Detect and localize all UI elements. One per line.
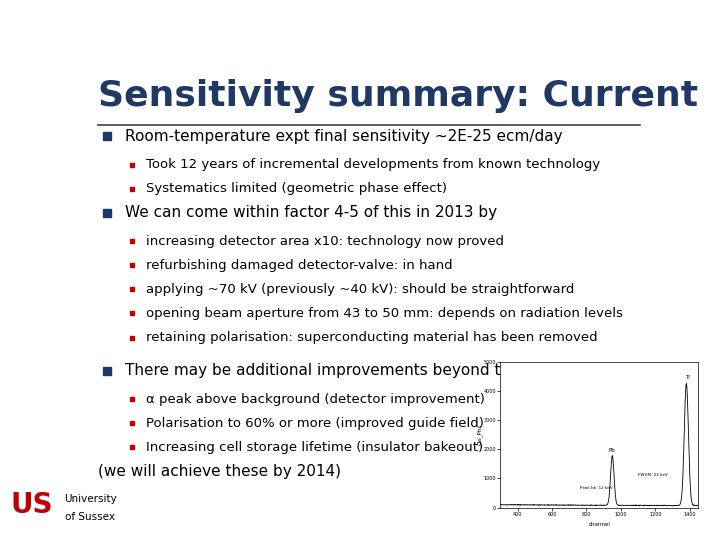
Text: Systematics limited (geometric phase effect): Systematics limited (geometric phase eff… (145, 182, 447, 195)
X-axis label: channel: channel (588, 522, 611, 528)
Text: retaining polarisation: superconducting material has been removed: retaining polarisation: superconducting … (145, 331, 598, 344)
Text: Peak bk: 12 keV: Peak bk: 12 keV (580, 485, 612, 490)
Text: increasing detector area x10: technology now proved: increasing detector area x10: technology… (145, 234, 504, 248)
Text: Increasing cell storage lifetime (insulator bakeout): Increasing cell storage lifetime (insula… (145, 441, 483, 454)
Text: α peak above background (detector improvement): α peak above background (detector improv… (145, 393, 485, 406)
Y-axis label: Cts_Phs: Cts_Phs (477, 424, 482, 446)
Text: FWHM: 22 keV: FWHM: 22 keV (638, 472, 668, 476)
Text: (we will achieve these by 2014): (we will achieve these by 2014) (98, 464, 341, 479)
Text: We can come within factor 4-5 of this in 2013 by: We can come within factor 4-5 of this in… (125, 205, 497, 220)
Text: There may be additional improvements beyond this: There may be additional improvements bey… (125, 363, 522, 379)
Text: Tl: Tl (685, 375, 690, 380)
Text: opening beam aperture from 43 to 50 mm: depends on radiation levels: opening beam aperture from 43 to 50 mm: … (145, 307, 623, 320)
Text: applying ~70 kV (previously ~40 kV): should be straightforward: applying ~70 kV (previously ~40 kV): sho… (145, 283, 574, 296)
Text: of Sussex: of Sussex (65, 512, 114, 522)
Text: refurbishing damaged detector-valve: in hand: refurbishing damaged detector-valve: in … (145, 259, 452, 272)
Text: University: University (65, 494, 117, 504)
Text: Sensitivity summary: Current: Sensitivity summary: Current (98, 79, 698, 113)
Text: Took 12 years of incremental developments from known technology: Took 12 years of incremental development… (145, 158, 600, 171)
Text: Pb: Pb (609, 448, 616, 453)
Text: Room-temperature expt final sensitivity ~2E-25 ecm/day: Room-temperature expt final sensitivity … (125, 129, 562, 144)
Text: US: US (10, 491, 53, 519)
Text: Polarisation to 60% or more (improved guide field): Polarisation to 60% or more (improved gu… (145, 417, 484, 430)
